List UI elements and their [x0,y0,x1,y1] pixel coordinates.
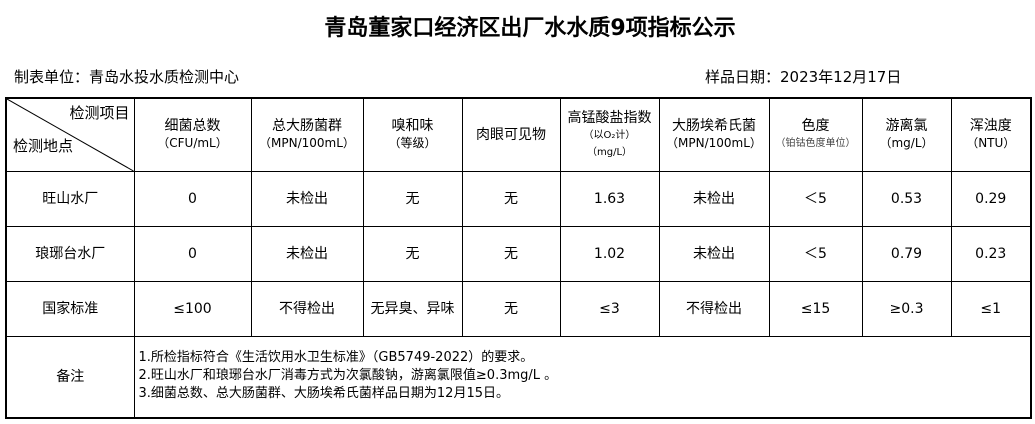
site-cell: 琅琊台水厂 [5,226,135,282]
value-cell: 0.53 [861,171,952,227]
page-title: 青岛董家口经济区出厂水水质9项指标公示 [324,16,736,41]
header-turbidity: 浑浊度 （NTU） [950,97,1032,172]
notes-row: 备注 1.所检指标符合《生活饮用水卫生标准》（GB5749-2022）的要求。 … [5,336,1032,419]
header-name: 细菌总数 [164,118,221,134]
value-cell: 未检出 [250,226,364,282]
header-unit: （NTU） [966,136,1016,150]
corner-item-label: 检测项目 [69,104,130,122]
header-color: 色度 （铂钴色度单位） [768,97,863,172]
header-odor: 嗅和味 （等级） [362,97,463,172]
header-bacteria: 细菌总数 （CFU/mL） [133,97,252,172]
water-quality-table: 检测项目 检测地点 细菌总数 （CFU/mL） 总大肠菌群 （MPN/100mL） … [5,97,1032,419]
header-name: 高锰酸盐指数 [567,109,652,126]
notes-content: 1.所检指标符合《生活饮用水卫生标准》（GB5749-2022）的要求。 2.旺… [133,336,1032,419]
value-cell: 无 [362,226,463,282]
header-name: 浑浊度 [969,118,1012,134]
header-free-chlorine: 游离氯 （mg/L） [861,97,952,172]
note-line: 1.所检指标符合《生活饮用水卫生标准》（GB5749-2022）的要求。 [138,350,534,365]
value-cell: 0 [133,226,252,282]
header-name: 色度 [801,118,830,134]
issuing-unit: 制表单位：青岛水投水质检测中心 [14,68,240,86]
header-unit: （铂钴色度单位） [775,138,856,149]
corner-site-label: 检测地点 [13,137,74,155]
site-cell: 旺山水厂 [5,171,135,227]
header-unit: （CFU/mL） [157,136,228,150]
value-cell: ≤15 [768,281,863,337]
value-cell: 无 [461,171,561,227]
table-row: 国家标准 ≤100 不得检出 无异臭、异味无 ≤3 不得检出 ≤15 ≥0.3 ≤1 [5,281,1032,337]
header-name: 游离氯 [885,118,928,134]
header-row: 检测项目 检测地点 细菌总数 （CFU/mL） 总大肠菌群 （MPN/100mL） … [5,97,1032,172]
header-visible-matter: 肉眼可见物 [461,97,561,172]
header-name: 肉眼可见物 [476,126,546,143]
note-line: 3.细菌总数、总大肠菌群、大肠埃希氏菌样品日期为12月15日。 [138,386,510,401]
value-cell: 0.23 [950,226,1032,282]
value-cell: 无异臭、异味 [362,281,463,337]
header-unit: （等级） [388,136,437,150]
value-cell: ≥0.3 [861,281,952,337]
value-cell: 未检出 [658,171,770,227]
sample-date: 样品日期：2023年12月17日 [705,68,902,86]
value-cell: ≤100 [133,281,252,337]
value-cell: ≤3 [559,281,660,337]
header-unit: （以O₂计） [583,129,636,141]
value-cell: 0 [133,171,252,227]
header-unit: （mg/L） [879,136,934,150]
header-name: 总大肠菌群 [272,118,342,134]
value-cell: 0.79 [861,226,952,282]
value-cell: 1.63 [559,171,660,227]
header-permanganate: 高锰酸盐指数 （以O₂计） （mg/L） [559,97,660,172]
header-unit: （MPN/100mL） [666,136,762,150]
value-cell: 无 [461,226,561,282]
header-ecoli: 大肠埃希氏菌 （MPN/100mL） [658,97,770,172]
value-cell: ＜5 [768,171,863,227]
header-name: 大肠埃希氏菌 [672,118,756,134]
value-cell: ≤1 [950,281,1032,337]
value-cell: 未检出 [658,226,770,282]
value-cell: 0.29 [950,171,1032,227]
header-unit: （MPN/100mL） [259,136,355,150]
table-row: 琅琊台水厂 0 未检出无无 1.02 未检出 ＜5 0.79 0.23 [5,226,1032,282]
notes-label: 备注 [5,336,135,419]
value-cell: 无 [461,281,561,337]
header-name: 嗅和味 [391,118,434,134]
value-cell: 不得检出 [250,281,364,337]
header-coliform: 总大肠菌群 （MPN/100mL） [250,97,364,172]
note-line: 2.旺山水厂和琅琊台水厂消毒方式为次氯酸钠，游离氯限值≥0.3mg/L 。 [138,368,558,383]
value-cell: 1.02 [559,226,660,282]
value-cell: ＜5 [768,226,863,282]
site-cell: 国家标准 [5,281,135,337]
value-cell: 无 [362,171,463,227]
header-unit: （mg/L） [586,146,633,158]
value-cell: 未检出 [250,171,364,227]
value-cell: 不得检出 [658,281,770,337]
table-row: 旺山水厂 0 未检出无无 1.63 未检出 ＜5 0.53 0.29 [5,171,1032,227]
corner-header: 检测项目 检测地点 [5,97,135,172]
